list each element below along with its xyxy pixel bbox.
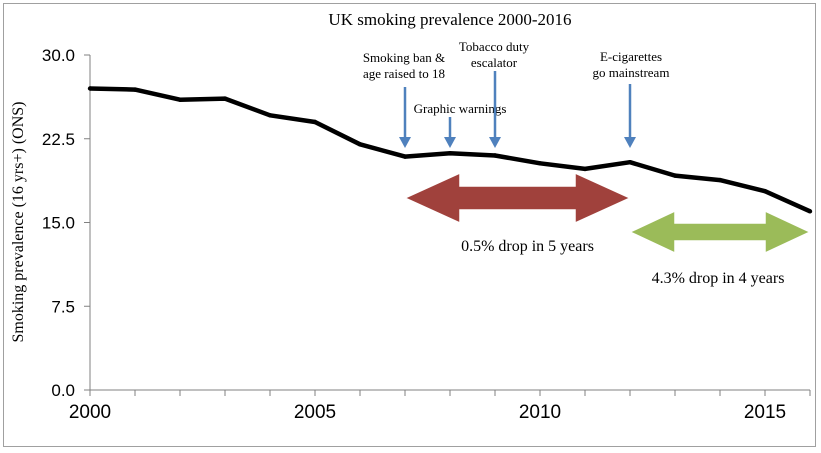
data-point xyxy=(627,160,633,165)
event-arrow-head xyxy=(624,137,636,148)
data-point xyxy=(672,173,678,178)
data-point xyxy=(537,161,543,166)
data-point xyxy=(582,166,588,172)
x-tick-label: 2005 xyxy=(294,402,336,423)
series-layer xyxy=(87,86,813,214)
y-tick-label: 15.0 xyxy=(42,214,75,233)
data-point xyxy=(177,97,183,102)
data-point xyxy=(762,189,768,194)
range-arrows: 0.5% drop in 5 years 4.3% drop in 4 years xyxy=(403,171,812,287)
y-axis-label: Smoking prevalence (16 yrs+) (ONS) xyxy=(10,102,27,343)
event-label: Graphic warnings xyxy=(414,101,507,116)
range-label-1: 0.5% drop in 5 years xyxy=(461,238,594,255)
event-arrow-head xyxy=(399,137,411,148)
data-point xyxy=(717,177,723,183)
event-arrow-head xyxy=(489,137,501,148)
event-label: escalator xyxy=(471,55,518,70)
y-tick-label: 7.5 xyxy=(51,297,75,316)
range-arrow-1 xyxy=(403,171,632,225)
x-tick-label: 2000 xyxy=(69,402,111,423)
event-arrow-head xyxy=(444,137,456,148)
y-tick-label: 0.0 xyxy=(51,381,75,400)
data-point xyxy=(267,113,273,118)
data-point xyxy=(132,87,138,92)
data-point xyxy=(807,209,813,214)
range-label-2: 4.3% drop in 4 years xyxy=(652,270,785,287)
event-label: Tobacco duty xyxy=(459,39,530,54)
data-point xyxy=(402,154,408,159)
data-point xyxy=(447,151,453,156)
event-markers: Smoking ban &age raised to 18 Graphic war… xyxy=(363,39,670,148)
axes: 0.0 7.5 15.0 22.5 30.0 2000 2005 2010 2015 xyxy=(42,46,811,423)
data-point xyxy=(492,153,498,158)
data-point xyxy=(357,142,363,147)
event-label: E-cigarettes xyxy=(600,49,662,64)
x-tick-label: 2015 xyxy=(744,402,786,423)
chart-title: UK smoking prevalence 2000-2016 xyxy=(328,10,571,29)
data-point xyxy=(312,119,318,125)
data-point xyxy=(222,96,228,101)
event-label: age raised to 18 xyxy=(363,66,445,81)
range-arrow-2 xyxy=(628,209,812,255)
event-label: go mainstream xyxy=(593,65,670,80)
event-label: Smoking ban & xyxy=(363,50,445,65)
x-tick-label: 2010 xyxy=(519,402,561,423)
y-tick-label: 22.5 xyxy=(42,130,75,149)
y-tick-label: 30.0 xyxy=(42,46,75,65)
data-point xyxy=(87,86,93,91)
